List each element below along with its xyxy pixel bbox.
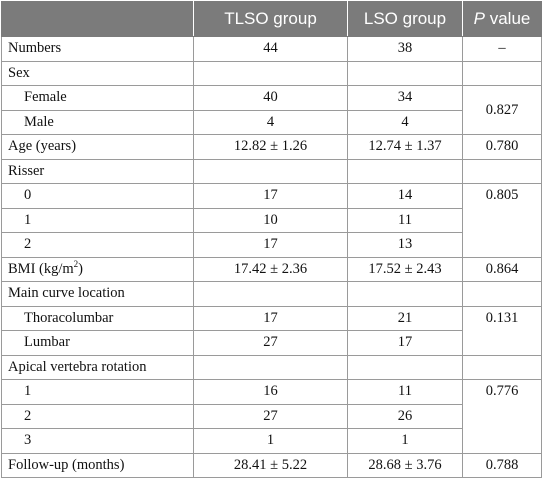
row-label: Numbers bbox=[1, 36, 194, 62]
row-label: 0 bbox=[1, 183, 194, 209]
table-row: Risser bbox=[1, 158, 542, 184]
row-label: Sex bbox=[1, 60, 194, 86]
table-row: Main curve location bbox=[1, 281, 542, 307]
lso-value: 21 bbox=[347, 305, 463, 331]
tlso-value: 27 bbox=[193, 403, 348, 429]
table-row: Numbers 44 38 – bbox=[1, 36, 542, 62]
lso-value: 28.68 ± 3.76 bbox=[347, 452, 463, 478]
header-lso-group: LSO group bbox=[347, 1, 463, 37]
tlso-value bbox=[193, 158, 348, 184]
row-label: 1 bbox=[1, 379, 194, 405]
p-value bbox=[462, 60, 542, 86]
lso-value: 4 bbox=[347, 109, 463, 135]
tlso-value bbox=[193, 60, 348, 86]
p-value: 0.805 bbox=[462, 183, 542, 258]
lso-value: 11 bbox=[347, 379, 463, 405]
header-row: TLSO group LSO group P value bbox=[1, 1, 542, 37]
row-label: 2 bbox=[1, 232, 194, 258]
lso-value: 1 bbox=[347, 428, 463, 454]
tlso-value: 17 bbox=[193, 232, 348, 258]
tlso-value bbox=[193, 354, 348, 380]
table-body: Numbers 44 38 – Sex Female 40 34 0.827 M… bbox=[1, 36, 542, 478]
tlso-value: 12.82 ± 1.26 bbox=[193, 134, 348, 160]
row-label: Apical vertebra rotation bbox=[1, 354, 194, 380]
lso-value: 12.74 ± 1.37 bbox=[347, 134, 463, 160]
table-row: 1 10 11 bbox=[1, 207, 542, 233]
lso-value: 13 bbox=[347, 232, 463, 258]
row-label: Female bbox=[1, 85, 194, 111]
lso-value: 38 bbox=[347, 36, 463, 62]
comparison-table: TLSO group LSO group P value Numbers 44 … bbox=[1, 1, 542, 478]
table-row: 2 17 13 bbox=[1, 232, 542, 258]
tlso-value: 17 bbox=[193, 183, 348, 209]
row-label: Main curve location bbox=[1, 281, 194, 307]
lso-value: 17.52 ± 2.43 bbox=[347, 256, 463, 282]
row-label: 2 bbox=[1, 403, 194, 429]
p-value bbox=[462, 281, 542, 307]
table-row: Female 40 34 0.827 bbox=[1, 85, 542, 135]
bmi-label-superscript: 2 bbox=[73, 258, 79, 269]
p-value bbox=[462, 158, 542, 184]
table-row: 3 1 1 bbox=[1, 428, 542, 454]
tlso-value: 4 bbox=[193, 109, 348, 135]
row-label: 1 bbox=[1, 207, 194, 233]
table-row: Age (years) 12.82 ± 1.26 12.74 ± 1.37 0.… bbox=[1, 134, 542, 160]
p-value: 0.776 bbox=[462, 379, 542, 454]
tlso-value: 1 bbox=[193, 428, 348, 454]
p-value: 0.780 bbox=[462, 134, 542, 160]
table-row: Sex bbox=[1, 60, 542, 86]
row-label: Age (years) bbox=[1, 134, 194, 160]
p-value: 0.131 bbox=[462, 305, 542, 356]
lso-value: 17 bbox=[347, 330, 463, 356]
p-value: 0.788 bbox=[462, 452, 542, 478]
header-p-value: P value bbox=[462, 1, 542, 37]
tlso-value: 16 bbox=[193, 379, 348, 405]
table-row: 0 17 14 0.805 bbox=[1, 183, 542, 258]
header-p-letter: P bbox=[473, 9, 485, 28]
bmi-label-main: BMI (kg/m bbox=[8, 260, 74, 277]
table-row: Apical vertebra rotation bbox=[1, 354, 542, 380]
tlso-value: 44 bbox=[193, 36, 348, 62]
tlso-value: 27 bbox=[193, 330, 348, 356]
lso-value bbox=[347, 158, 463, 184]
table-header: TLSO group LSO group P value bbox=[1, 1, 542, 37]
row-label: Lumbar bbox=[1, 330, 194, 356]
row-label: BMI (kg/m2) bbox=[1, 256, 194, 282]
p-value: 0.864 bbox=[462, 256, 542, 282]
table-row: Follow-up (months) 28.41 ± 5.22 28.68 ± … bbox=[1, 452, 542, 478]
header-cell-blank bbox=[1, 1, 194, 37]
tlso-value: 28.41 ± 5.22 bbox=[193, 452, 348, 478]
table-row: Thoracolumbar 17 21 0.131 bbox=[1, 305, 542, 356]
row-label: Male bbox=[1, 109, 194, 135]
table-row: 1 16 11 0.776 bbox=[1, 379, 542, 454]
p-value bbox=[462, 354, 542, 380]
lso-value: 14 bbox=[347, 183, 463, 209]
lso-value bbox=[347, 60, 463, 86]
tlso-value: 10 bbox=[193, 207, 348, 233]
row-label: Follow-up (months) bbox=[1, 452, 194, 478]
tlso-value bbox=[193, 281, 348, 307]
header-tlso-group: TLSO group bbox=[193, 1, 348, 37]
lso-value: 11 bbox=[347, 207, 463, 233]
tlso-value: 17.42 ± 2.36 bbox=[193, 256, 348, 282]
tlso-value: 40 bbox=[193, 85, 348, 111]
lso-value: 26 bbox=[347, 403, 463, 429]
table-row: Male 4 4 bbox=[1, 109, 542, 135]
p-value: 0.827 bbox=[462, 85, 542, 135]
table-row: BMI (kg/m2) 17.42 ± 2.36 17.52 ± 2.43 0.… bbox=[1, 256, 542, 282]
table-row: 2 27 26 bbox=[1, 403, 542, 429]
table-row: Lumbar 27 17 bbox=[1, 330, 542, 356]
tlso-value: 17 bbox=[193, 305, 348, 331]
header-p-suffix: value bbox=[484, 9, 531, 28]
row-label: 3 bbox=[1, 428, 194, 454]
lso-value bbox=[347, 354, 463, 380]
lso-value: 34 bbox=[347, 85, 463, 111]
row-label: Thoracolumbar bbox=[1, 305, 194, 331]
p-value: – bbox=[462, 36, 542, 62]
bmi-label-tail: ) bbox=[78, 260, 83, 277]
lso-value bbox=[347, 281, 463, 307]
row-label: Risser bbox=[1, 158, 194, 184]
